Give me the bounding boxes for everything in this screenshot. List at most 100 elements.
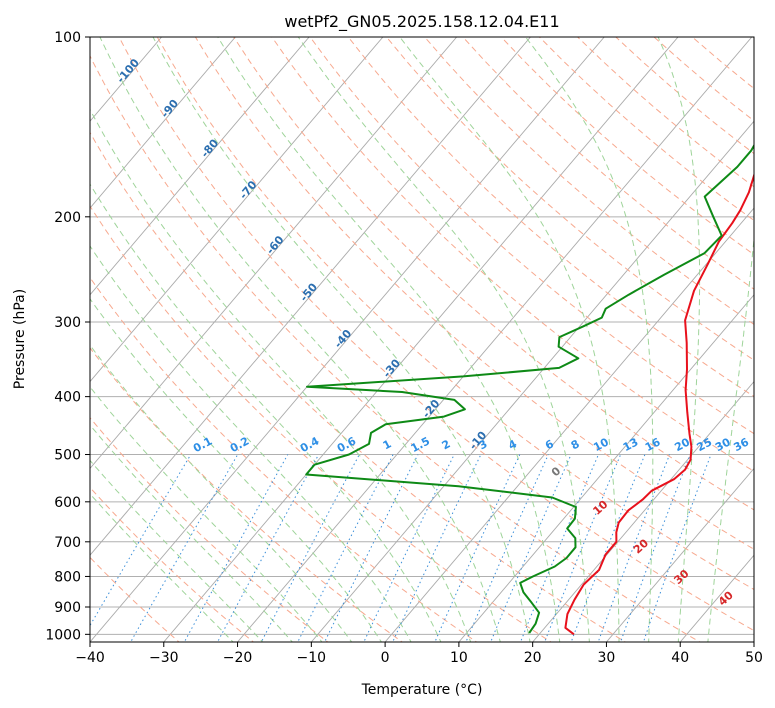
dry-adiabat bbox=[118, 37, 754, 632]
dry-adiabat bbox=[90, 347, 404, 642]
mixing-ratio-label: 0.4 bbox=[298, 434, 322, 455]
mixing-ratio-label: 2 bbox=[440, 437, 453, 452]
dry-adiabat bbox=[271, 37, 754, 472]
isotherm-line bbox=[237, 37, 753, 642]
dry-adiabat bbox=[90, 54, 701, 642]
y-tick-label: 800 bbox=[54, 569, 81, 585]
isotherm-label: -100 bbox=[114, 56, 142, 86]
x-tick-label: −40 bbox=[75, 650, 105, 666]
dry-adiabat bbox=[90, 556, 180, 642]
temperature-line bbox=[564, 173, 754, 636]
x-axis-label: Temperature (°C) bbox=[361, 682, 483, 698]
plot-frame bbox=[89, 36, 755, 643]
isotherm-label: -40 bbox=[332, 327, 355, 351]
y-tick-label: 100 bbox=[54, 30, 81, 46]
dry-adiabat bbox=[194, 37, 754, 550]
mixing-ratio-label: 10 bbox=[591, 435, 611, 454]
mixing-ratio-line bbox=[324, 454, 419, 642]
x-tick-label: 0 bbox=[381, 650, 390, 666]
isotherm-line bbox=[753, 641, 754, 642]
mixing-ratio-label: 4 bbox=[506, 437, 519, 452]
mixing-ratio-line bbox=[392, 454, 482, 642]
isotherm-line bbox=[90, 37, 605, 642]
moist-adiabat bbox=[90, 297, 382, 642]
y-tick-label: 700 bbox=[54, 535, 81, 551]
mixing-ratio-label: 30 bbox=[713, 435, 733, 454]
isotherm-line bbox=[606, 467, 754, 642]
dry-adiabat bbox=[691, 37, 754, 90]
mixing-ratio-line bbox=[465, 454, 549, 642]
y-tick-label: 500 bbox=[54, 448, 81, 464]
y-tick-label: 400 bbox=[54, 390, 81, 406]
mixing-ratio-label: 1.5 bbox=[409, 435, 432, 456]
mixing-ratio-label: 0.1 bbox=[191, 435, 214, 456]
dry-adiabat bbox=[233, 37, 754, 511]
moist-adiabat bbox=[90, 424, 293, 642]
moist-adiabat-label: 40 bbox=[716, 588, 736, 608]
y-tick-label: 600 bbox=[54, 495, 81, 511]
isotherm-line bbox=[310, 120, 754, 642]
dewpoint-line bbox=[305, 143, 754, 634]
x-tick-label: 40 bbox=[671, 650, 689, 666]
mixing-ratio-label: 16 bbox=[643, 435, 663, 454]
moist-adiabat bbox=[90, 245, 412, 642]
x-tick-label: −20 bbox=[223, 650, 253, 666]
moist-adiabat-label: 20 bbox=[631, 536, 651, 556]
isotherm-label: -90 bbox=[158, 97, 181, 121]
isotherm-line bbox=[384, 207, 754, 642]
x-tick-label: 30 bbox=[598, 650, 616, 666]
y-tick-label: 200 bbox=[54, 210, 81, 226]
moist-adiabat bbox=[525, 37, 654, 642]
y-tick-label: 1000 bbox=[45, 627, 81, 643]
x-tick-label: 10 bbox=[450, 650, 468, 666]
mixing-ratio-line bbox=[490, 454, 572, 642]
isotherm-label: -60 bbox=[264, 233, 287, 257]
x-tick-label: 50 bbox=[745, 650, 763, 666]
mixing-ratio-line bbox=[297, 454, 394, 642]
x-tick-label: −30 bbox=[149, 650, 179, 666]
moist-adiabat bbox=[90, 493, 234, 642]
mixing-ratio-line bbox=[183, 454, 289, 642]
moist-adiabat bbox=[399, 37, 620, 642]
moist-adiabat bbox=[90, 183, 442, 642]
mixing-ratio-label: 25 bbox=[695, 435, 715, 454]
series-layer bbox=[305, 143, 754, 636]
mixing-ratio-label: 6 bbox=[543, 437, 556, 452]
isotherm-line bbox=[90, 37, 310, 296]
moist-adiabat bbox=[217, 37, 561, 642]
moist-adiabat bbox=[707, 234, 754, 642]
dry-adiabat bbox=[90, 131, 627, 642]
line-labels: -100-90-80-70-60-50-40-30-20-100.1 0.2 0.4… bbox=[114, 56, 751, 608]
mixing-ratio-label: 8 bbox=[569, 437, 582, 452]
dry-adiabat bbox=[539, 37, 754, 222]
isotherm-line bbox=[163, 37, 679, 642]
isotherm-line bbox=[458, 294, 754, 642]
chart-title: wetPf2_GN05.2025.158.12.04.E11 bbox=[284, 12, 559, 32]
mixing-ratio-line bbox=[130, 454, 239, 642]
moist-adiabat bbox=[99, 37, 501, 642]
mixing-ratio-label: 0.2 bbox=[228, 434, 251, 455]
y-axis-ticks: 1000 900 800 700 600 500 400 300 200 100 bbox=[45, 30, 90, 643]
moist-adiabat bbox=[90, 108, 472, 642]
isotherm-line bbox=[90, 37, 531, 556]
y-tick-label: 300 bbox=[54, 315, 81, 331]
mixing-ratio-line bbox=[519, 454, 599, 642]
dry-adiabat bbox=[156, 37, 754, 591]
mixing-ratio-label: 36 bbox=[731, 435, 751, 454]
dry-adiabat bbox=[424, 37, 754, 325]
mixing-ratio-line bbox=[90, 454, 192, 627]
isotherm-label: -30 bbox=[380, 356, 403, 380]
isotherm-label: -50 bbox=[297, 280, 320, 304]
mixing-ratio-line bbox=[363, 454, 455, 642]
x-tick-label: −10 bbox=[297, 650, 327, 666]
dry-adiabat bbox=[90, 486, 255, 642]
dry-adiabat bbox=[347, 37, 754, 398]
moist-adiabat bbox=[90, 459, 264, 642]
isotherm-label: -70 bbox=[237, 178, 260, 202]
mixing-ratio-line bbox=[216, 454, 320, 642]
mixing-ratio-line bbox=[570, 454, 646, 642]
background-lines bbox=[90, 37, 754, 642]
dry-adiabat bbox=[90, 276, 478, 642]
isotherm-line bbox=[90, 37, 384, 383]
dry-adiabat bbox=[309, 37, 754, 435]
